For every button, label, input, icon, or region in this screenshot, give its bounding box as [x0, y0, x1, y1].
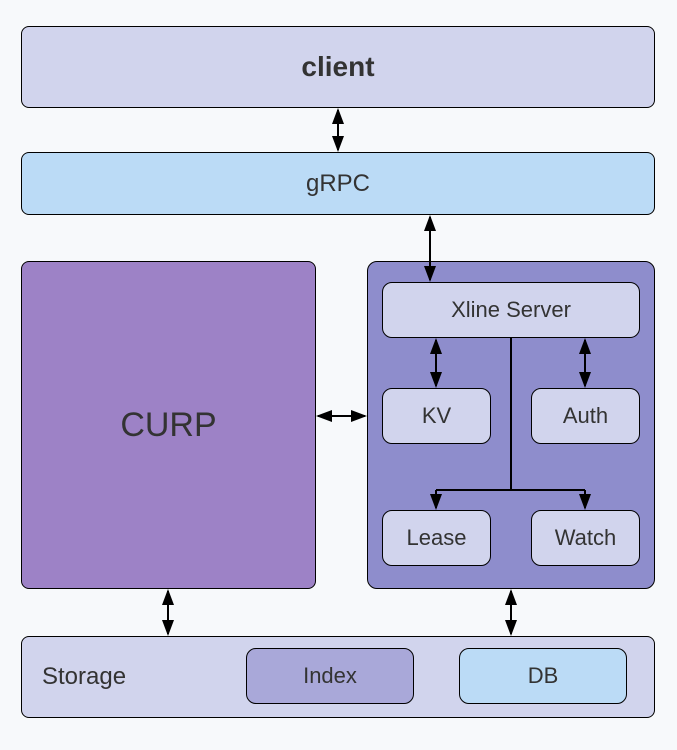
kv-label: KV: [422, 403, 451, 429]
db-label: DB: [528, 663, 559, 689]
grpc-label: gRPC: [306, 170, 370, 198]
xline-server-box: Xline Server: [382, 282, 640, 338]
index-box: Index: [246, 648, 414, 704]
xline-server-label: Xline Server: [451, 297, 571, 323]
curp-box: CURP: [21, 261, 316, 589]
client-label: client: [301, 51, 374, 83]
lease-label: Lease: [407, 525, 467, 551]
auth-label: Auth: [563, 403, 608, 429]
db-box: DB: [459, 648, 627, 704]
index-label: Index: [303, 663, 357, 689]
storage-label: Storage: [42, 663, 126, 691]
kv-box: KV: [382, 388, 491, 444]
lease-box: Lease: [382, 510, 491, 566]
curp-label: CURP: [120, 406, 216, 445]
watch-label: Watch: [555, 525, 617, 551]
watch-box: Watch: [531, 510, 640, 566]
auth-box: Auth: [531, 388, 640, 444]
grpc-box: gRPC: [21, 152, 655, 215]
client-box: client: [21, 26, 655, 108]
